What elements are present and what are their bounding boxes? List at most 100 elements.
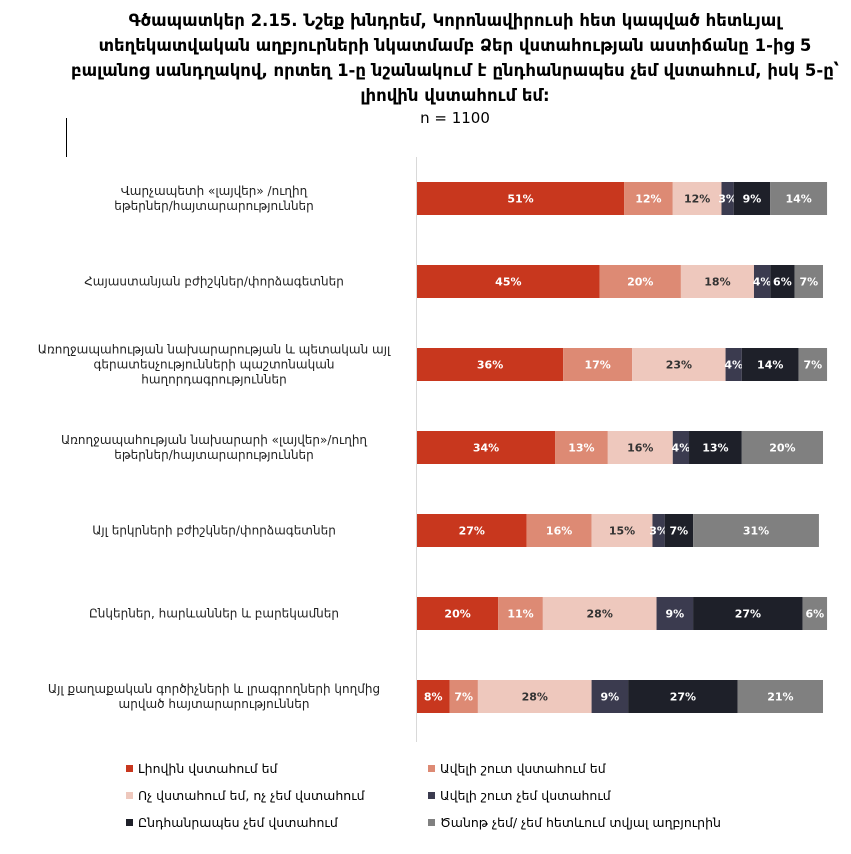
category-label: Առողջապահության նախարարության և պետական … — [38, 343, 391, 387]
bar-segment — [733, 182, 771, 215]
data-label: 6% — [773, 276, 792, 289]
bar-segment — [798, 348, 828, 381]
legend-item: Ոչ վստահում եմ, ոչ չեմ վստահում — [126, 788, 365, 803]
legend-item: Ծանոթ չեմ/ չեմ հետևում տվյալ աղբյուրին — [428, 815, 721, 830]
bar-segment — [652, 514, 665, 547]
data-label: 8% — [424, 691, 443, 704]
data-label: 27% — [459, 525, 485, 538]
category-label-line: գերատեսչությունների պաշտոնական — [94, 358, 335, 372]
bar-segment — [417, 597, 499, 630]
data-label: 28% — [587, 608, 613, 621]
data-label: 9% — [743, 193, 762, 206]
legend-label: Լիովին վստահում եմ — [138, 761, 278, 776]
bar-segment — [417, 431, 556, 464]
legend-label: Ընդհանրապես չեմ վստահում — [138, 815, 338, 830]
bar-segment — [417, 348, 564, 381]
data-label: 12% — [635, 193, 661, 206]
category-label: Հայաստանյան բժիշկներ/փորձագետներ — [84, 275, 344, 289]
data-label: 20% — [627, 276, 653, 289]
category-label-line: Վարչապետի «լայվեր» /ուղիղ — [121, 184, 308, 198]
legend-label: Ավելի շուտ վստահում եմ — [440, 761, 606, 776]
category-label-line: եթերներ/հայտարարություններ — [114, 199, 314, 213]
bar-segment — [770, 265, 795, 298]
data-label: 3% — [718, 193, 737, 206]
legend-item: Ընդհանրապես չեմ վստահում — [126, 815, 338, 830]
bar-segment — [542, 597, 657, 630]
category-label-line: Այլ երկրների բժիշկներ/փորձագետներ — [92, 524, 336, 538]
data-label: 3% — [649, 525, 668, 538]
bar-segment — [607, 431, 673, 464]
bar-segment — [689, 431, 742, 464]
bar-segment — [449, 680, 478, 713]
bar-segment — [563, 348, 633, 381]
data-label: 4% — [753, 276, 772, 289]
legend-item: Ավելի շուտ չեմ վստահում — [428, 788, 611, 803]
category-label-line: Այլ քաղաքական գործիչների և լրագրողների կ… — [48, 682, 380, 696]
data-label: 45% — [495, 276, 521, 289]
data-label: 11% — [507, 608, 533, 621]
data-label: 12% — [684, 193, 710, 206]
legend-swatch — [428, 819, 435, 826]
data-label: 9% — [601, 691, 620, 704]
legend-item: Լիովին վստահում եմ — [126, 761, 277, 776]
bar-segment — [526, 514, 592, 547]
bar-segment — [599, 265, 681, 298]
data-label: 17% — [584, 359, 610, 372]
data-label: 4% — [672, 442, 691, 455]
chart-title: Գծապատկեր 2.15. Նշեք խնդրեմ, Կորոնավիրու… — [71, 11, 839, 105]
bar-segment — [753, 265, 771, 298]
category-label-line: հաղորդագրություններ — [141, 373, 286, 387]
data-label: 7% — [799, 276, 818, 289]
category-label: Վարչապետի «լայվեր» /ուղիղ եթերներ/հայտարա… — [114, 184, 314, 213]
data-label: 36% — [477, 359, 503, 372]
bars-layer: 51% 12% 12% 3% 9% 14%45% 20% 18% 4% 6% 7%36% 17% 23%… — [417, 182, 828, 713]
data-label: 27% — [735, 608, 761, 621]
legend-swatch — [428, 765, 435, 772]
category-label-line: Ընկերներ, հարևաններ և բարեկամներ — [89, 607, 339, 621]
data-label: 7% — [804, 359, 823, 372]
data-label: 27% — [670, 691, 696, 704]
category-label: Այլ երկրների բժիշկներ/փորձագետներ — [92, 524, 336, 538]
data-label: 9% — [665, 608, 684, 621]
data-label: 20% — [769, 442, 795, 455]
bar-segment — [672, 431, 690, 464]
data-label: 15% — [609, 525, 635, 538]
bar-segment — [794, 265, 823, 298]
bar-segment — [741, 431, 823, 464]
bar-segment — [591, 514, 653, 547]
category-label: Առողջապահության նախարարի «լայվեր»/ուղիղ ե… — [61, 433, 367, 462]
bar-segment — [417, 182, 625, 215]
data-label: 20% — [444, 608, 470, 621]
bar-segment — [417, 514, 527, 547]
data-label: 51% — [507, 193, 533, 206]
bar-segment — [656, 597, 694, 630]
legend-item: Ավելի շուտ վստահում եմ — [428, 761, 606, 776]
legend-label: Ավելի շուտ չեմ վստահում — [440, 788, 611, 803]
cursor-line — [66, 118, 67, 157]
data-label: 14% — [757, 359, 783, 372]
data-label: 13% — [568, 442, 594, 455]
data-label: 34% — [473, 442, 499, 455]
category-label-line: Առողջապահության նախարարի «լայվեր»/ուղիղ — [61, 433, 367, 447]
legend-swatch — [126, 819, 133, 826]
category-label: Այլ քաղաքական գործիչների և լրագրողների կ… — [48, 682, 380, 711]
bar-segment — [628, 680, 738, 713]
category-labels-layer: Վարչապետի «լայվեր» /ուղիղ եթերներ/հայտարա… — [38, 184, 391, 711]
bar-segment — [624, 182, 673, 215]
bar-segment — [693, 597, 803, 630]
bar-segment — [721, 182, 734, 215]
bar-segment — [737, 680, 823, 713]
data-label: 4% — [724, 359, 743, 372]
data-label: 28% — [522, 691, 548, 704]
title-block: Գծապատկեր 2.15. Նշեք խնդրեմ, Կորոնավիրու… — [60, 8, 850, 129]
legend-swatch — [428, 792, 435, 799]
bar-segment — [741, 348, 799, 381]
data-label: 16% — [627, 442, 653, 455]
legend-swatch — [126, 765, 133, 772]
category-label-line: եթերներ/հայտարարություններ — [114, 448, 314, 462]
bar-segment — [477, 680, 592, 713]
bar-segment — [802, 597, 828, 630]
bar-segment — [672, 182, 722, 215]
